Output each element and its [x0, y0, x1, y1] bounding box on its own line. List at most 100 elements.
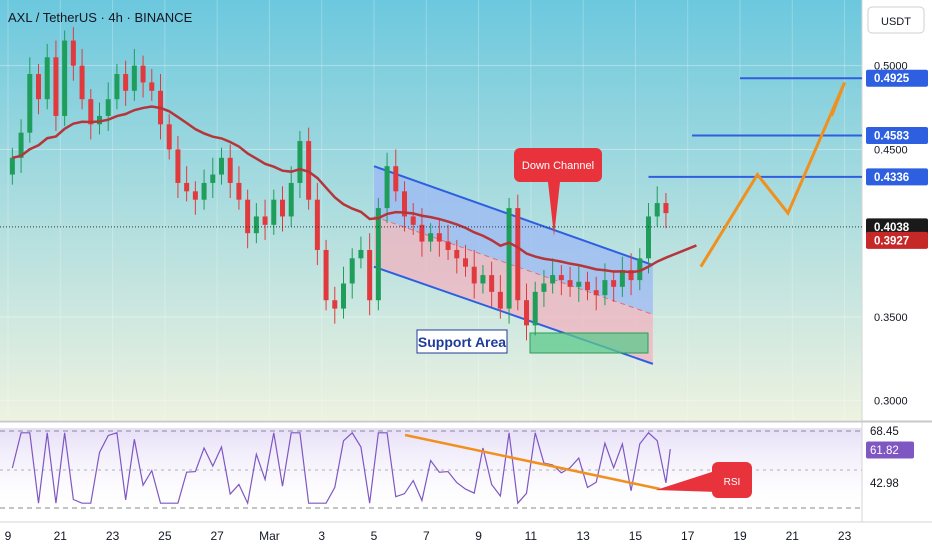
candle	[480, 265, 486, 294]
candle	[646, 203, 651, 274]
candle	[454, 239, 460, 274]
svg-text:0.4336: 0.4336	[874, 172, 909, 184]
candle	[184, 166, 190, 202]
candle	[410, 203, 416, 235]
candle	[236, 166, 242, 210]
price-projection-path[interactable]	[699, 81, 846, 268]
candle	[36, 63, 41, 115]
candle	[384, 152, 390, 224]
svg-text:0.4583: 0.4583	[874, 131, 909, 143]
candle	[53, 40, 59, 132]
time-axis-label: Mar	[259, 529, 280, 543]
candle	[611, 270, 617, 302]
time-axis-label: 7	[423, 529, 430, 543]
candle	[436, 219, 442, 257]
rsi-callout-label: RSI	[724, 477, 741, 488]
candle	[567, 266, 573, 297]
candle	[506, 198, 512, 324]
candle	[297, 131, 303, 199]
candle	[619, 256, 625, 297]
candle	[341, 266, 346, 319]
candle	[489, 261, 495, 307]
support-area-zone[interactable]	[529, 332, 649, 354]
down-channel-label: Down Channel	[522, 160, 594, 172]
candle	[62, 30, 68, 126]
down-channel-fill	[374, 166, 653, 315]
svg-text:42.98: 42.98	[870, 478, 899, 490]
time-axis-label: 23	[106, 529, 120, 543]
svg-text:61.82: 61.82	[870, 445, 899, 457]
moving-average-tag: 0.3927	[866, 231, 928, 249]
candle	[88, 89, 94, 140]
rsi-level-low-label: 42.98	[866, 474, 914, 492]
candle	[532, 281, 538, 336]
time-axis-label: 19	[733, 529, 747, 543]
candle	[314, 182, 320, 266]
candle	[445, 224, 451, 261]
candle	[70, 27, 76, 81]
candle	[585, 271, 590, 301]
candle	[227, 144, 233, 199]
price-tags: 0.49250.45830.43360.403802:05:040.392768…	[866, 69, 928, 492]
time-axis-label: 9	[475, 529, 482, 543]
candle	[628, 253, 634, 296]
candle	[576, 265, 582, 302]
candle	[332, 286, 338, 324]
time-axis-label: 25	[158, 529, 172, 543]
candle	[654, 186, 660, 227]
candle	[79, 48, 85, 110]
candle	[280, 186, 285, 232]
candle	[515, 194, 521, 311]
time-axis-label: 11	[525, 529, 538, 543]
chart-title: AXL / TetherUS · 4h · BINANCE	[8, 10, 193, 25]
candle	[27, 57, 33, 143]
candle	[550, 258, 556, 294]
candle	[175, 136, 181, 199]
svg-text:0.3927: 0.3927	[874, 235, 909, 247]
time-axis: 9 21 23 25 27 Mar 3 5 7 9 11 13 15 17 19 21 23	[5, 529, 852, 543]
time-axis-label: 15	[629, 529, 643, 543]
currency-button[interactable]: USDT	[867, 6, 925, 34]
candle	[245, 189, 251, 249]
candle	[149, 69, 155, 101]
candle	[558, 265, 564, 296]
candle	[114, 63, 120, 110]
price-axis: 0.5000 0.4500 0.3500 0.3000	[874, 61, 908, 408]
time-axis-label: 23	[838, 529, 852, 543]
target-price-tag: 0.4925	[866, 69, 928, 87]
rsi-current-tag: 61.82	[866, 441, 914, 459]
rsi-indicator	[0, 430, 862, 509]
down-channel-upper-line[interactable]	[373, 165, 654, 266]
moving-average-line	[12, 105, 697, 274]
rsi-callout[interactable]: RSI	[656, 462, 752, 498]
rsi-line	[11, 431, 671, 506]
support-area-label: Support Area	[418, 334, 506, 350]
candle	[524, 283, 529, 341]
candle	[18, 119, 24, 173]
candle	[471, 249, 477, 299]
candle	[210, 157, 216, 199]
candle	[541, 270, 547, 307]
candle	[9, 147, 15, 185]
candle	[663, 192, 669, 229]
svg-text:68.45: 68.45	[870, 426, 899, 438]
candle	[123, 60, 129, 106]
time-axis-label: 13	[576, 529, 590, 543]
candle	[593, 276, 599, 311]
price-tick-label: 0.3500	[874, 312, 908, 324]
candle	[97, 102, 102, 135]
candle	[140, 55, 146, 98]
support-area-callout[interactable]: Support Area	[416, 329, 508, 354]
candle	[637, 248, 643, 291]
down-channel-callout[interactable]: Down Channel	[514, 148, 602, 236]
currency-label: USDT	[881, 16, 911, 28]
target-price-tag: 0.4336	[866, 168, 928, 186]
candle	[201, 169, 207, 210]
time-axis-label: 3	[318, 529, 325, 543]
candle	[192, 181, 198, 215]
candle	[497, 275, 503, 319]
candle	[105, 82, 111, 132]
time-axis-label: 21	[786, 529, 800, 543]
target-price-tag: 0.4583	[866, 127, 928, 145]
